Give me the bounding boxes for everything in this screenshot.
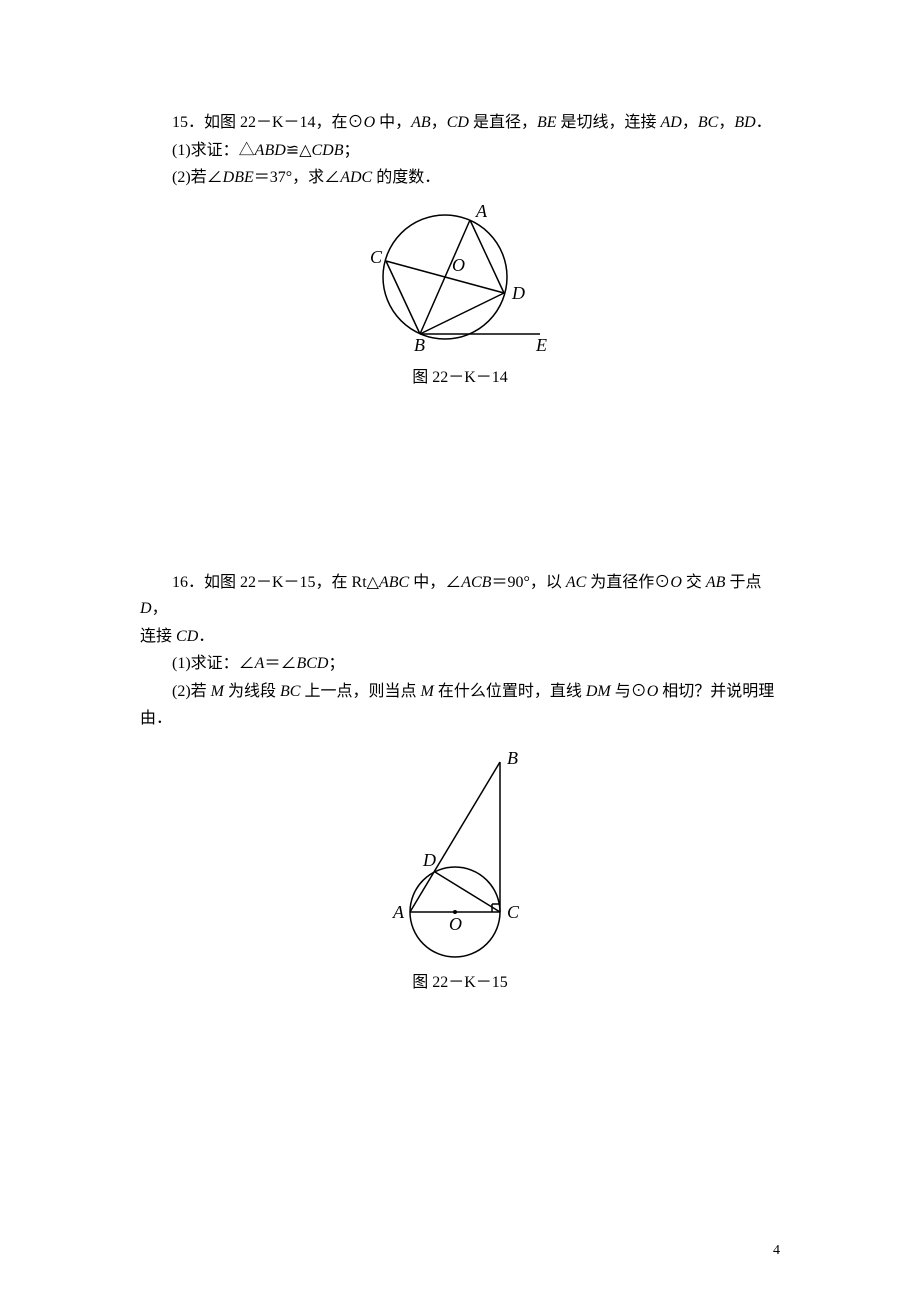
var-DBE: DBE [223, 169, 254, 186]
text: 16．如图 22－K－15，在 Rt△ [172, 574, 379, 591]
q15-caption: 图 22－K－14 [140, 365, 780, 391]
text: 15．如图 22－K－14，在⊙ [172, 114, 364, 131]
text: 的度数． [372, 169, 440, 186]
text: ＝90°，以 [491, 574, 565, 591]
q15-part2: (2)若∠DBE＝37°，求∠ADC 的度数． [140, 165, 780, 191]
var-M: M [420, 683, 433, 700]
text: (2)若∠ [172, 169, 223, 186]
text: 是切线，连接 [557, 114, 661, 131]
var-A: A [255, 655, 265, 672]
svg-text:E: E [535, 335, 547, 355]
var-BE: BE [537, 114, 557, 131]
text: 在什么位置时，直线 [434, 683, 586, 700]
var-CDB: CDB [312, 142, 344, 159]
text: ． [198, 628, 214, 645]
var-ABD: ABD [255, 142, 286, 159]
text: 为直径作⊙ [586, 574, 670, 591]
q16-line2: 连接 CD． [140, 624, 780, 650]
q16-part2b: 由． [140, 706, 780, 732]
var-AC: AC [566, 574, 586, 591]
q16-caption: 图 22－K－15 [140, 970, 780, 996]
svg-text:C: C [370, 247, 383, 267]
q16-figure: A B C D O 图 22－K－15 [140, 742, 780, 996]
text: (2)若 [172, 683, 211, 700]
text: 与⊙ [611, 683, 647, 700]
text: ＝37°，求∠ [254, 169, 340, 186]
text: ． [756, 114, 772, 131]
text: ； [328, 655, 344, 672]
q16-part2a: (2)若 M 为线段 BC 上一点，则当点 M 在什么位置时，直线 DM 与⊙O… [140, 679, 780, 705]
var-M: M [211, 683, 224, 700]
text: (1)求证：∠ [172, 655, 255, 672]
text: 交 [682, 574, 706, 591]
svg-text:B: B [414, 335, 425, 355]
var-ABC: ABC [379, 574, 409, 591]
var-ADC: ADC [340, 169, 372, 186]
svg-text:B: B [507, 748, 518, 768]
text: 相切？并说明理 [658, 683, 774, 700]
var-AB: AB [706, 574, 726, 591]
q16-part1: (1)求证：∠A＝∠BCD； [140, 651, 780, 677]
text: ； [344, 142, 360, 159]
q16-diagram: A B C D O [365, 742, 555, 962]
text: ≌△ [286, 142, 312, 159]
text: 上一点，则当点 [300, 683, 420, 700]
var-BC: BC [698, 114, 718, 131]
svg-text:A: A [475, 201, 488, 221]
svg-text:D: D [422, 850, 436, 870]
svg-text:A: A [392, 902, 405, 922]
var-O: O [670, 574, 682, 591]
q15-part1: (1)求证：△ABD≌△CDB； [140, 138, 780, 164]
q15-diagram: A B C D E O [360, 197, 560, 357]
svg-text:O: O [449, 914, 462, 934]
var-O: O [647, 683, 659, 700]
svg-text:C: C [507, 902, 520, 922]
text: 于点 [725, 574, 761, 591]
text: 为线段 [224, 683, 280, 700]
var-CD: CD [176, 628, 198, 645]
page-number: 4 [773, 1240, 780, 1262]
var-ACB: ACB [461, 574, 491, 591]
q15-line1: 15．如图 22－K－14，在⊙O 中，AB，CD 是直径，BE 是切线，连接 … [140, 110, 780, 136]
text: 是直径， [469, 114, 537, 131]
text: ， [431, 114, 447, 131]
text: ， [152, 600, 168, 617]
spacer [140, 390, 780, 570]
text: 中，∠ [409, 574, 461, 591]
var-AB: AB [411, 114, 431, 131]
text: ＝∠ [264, 655, 296, 672]
svg-text:O: O [452, 255, 465, 275]
q16-line1: 16．如图 22－K－15，在 Rt△ABC 中，∠ACB＝90°，以 AC 为… [140, 570, 780, 621]
text: ， [682, 114, 698, 131]
text: 中， [375, 114, 411, 131]
var-AD: AD [661, 114, 682, 131]
var-BCD: BCD [296, 655, 328, 672]
var-BD: BD [734, 114, 755, 131]
q15-figure: A B C D E O 图 22－K－14 [140, 197, 780, 391]
var-CD: CD [447, 114, 469, 131]
svg-text:D: D [511, 283, 525, 303]
text: 连接 [140, 628, 176, 645]
text: ， [718, 114, 734, 131]
var-D: D [140, 600, 152, 617]
text: (1)求证：△ [172, 142, 255, 159]
var-O: O [364, 114, 376, 131]
var-DM: DM [586, 683, 611, 700]
var-BC: BC [280, 683, 300, 700]
